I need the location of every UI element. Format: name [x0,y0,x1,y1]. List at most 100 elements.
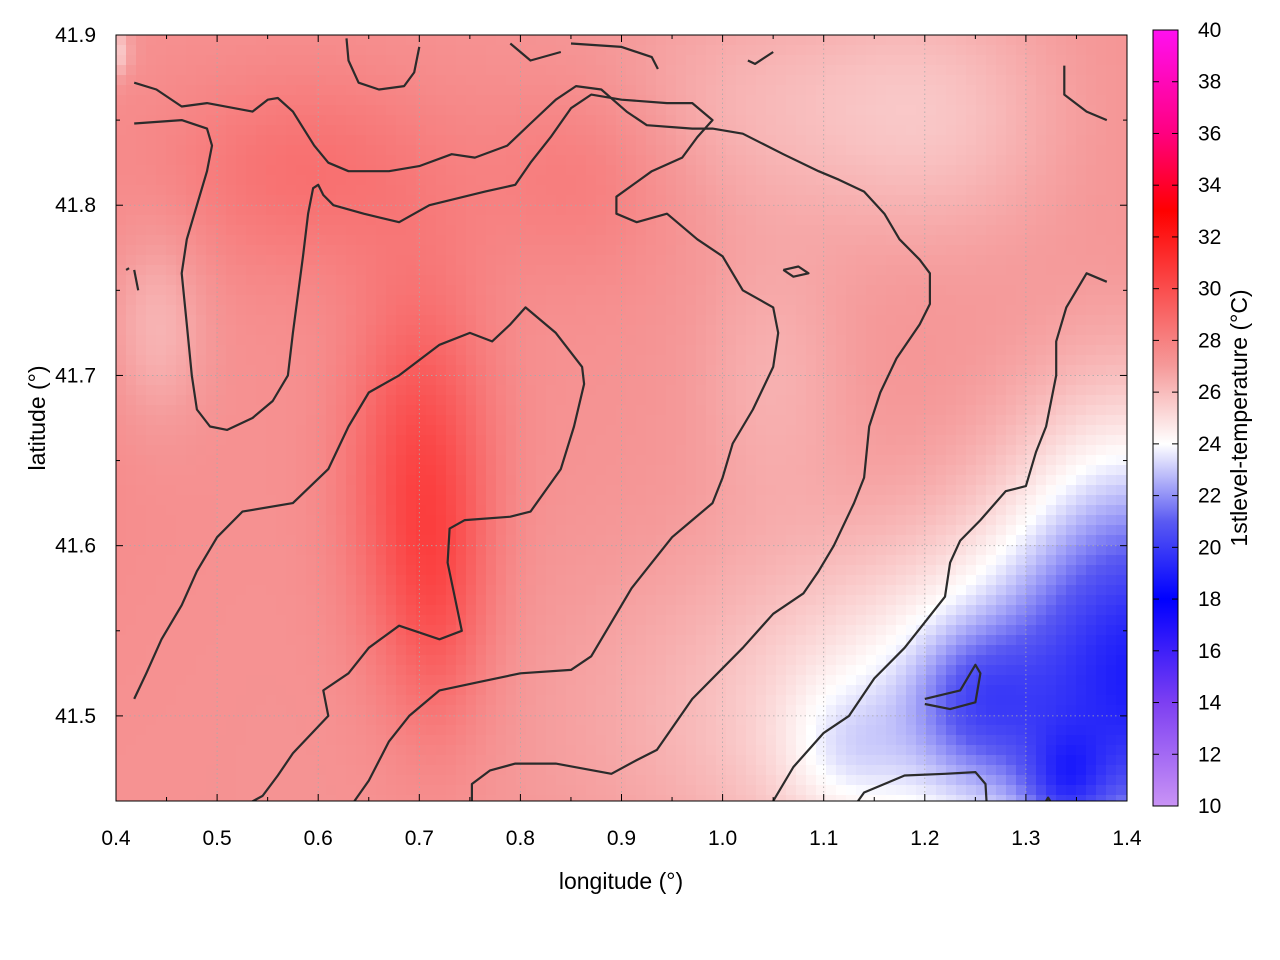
heatmap-cell [226,555,237,566]
heatmap-cell [636,715,647,726]
heatmap-cell [146,555,157,566]
heatmap-cell [536,575,547,586]
heatmap-cell [146,265,157,276]
heatmap-cell [256,735,267,746]
heatmap-cell [526,355,537,366]
heatmap-cell [276,125,287,136]
heatmap-cell [326,255,337,266]
heatmap-cell [726,515,737,526]
heatmap-cell [126,795,137,801]
heatmap-cell [396,375,407,386]
heatmap-cell [706,375,717,386]
heatmap-cell [226,185,237,196]
heatmap-cell [376,635,387,646]
heatmap-cell [536,685,547,696]
heatmap-cell [676,705,687,716]
heatmap-cell [746,215,757,226]
heatmap-cell [496,405,507,416]
heatmap-cell [356,305,367,316]
heatmap-cell [126,205,137,216]
heatmap-cell [616,645,627,656]
heatmap-cell [476,115,487,126]
heatmap-cell [166,755,177,766]
heatmap-cell [686,555,697,566]
heatmap-cell [726,55,737,66]
heatmap-cell [306,785,317,796]
heatmap-cell [256,305,267,316]
heatmap-cell [336,395,347,406]
heatmap-cell [176,215,187,226]
heatmap-cell [166,785,177,796]
heatmap-cell [126,775,137,786]
heatmap-cell [576,285,587,296]
heatmap-cell [526,225,537,236]
heatmap-cell [366,485,377,496]
heatmap-cell [186,105,197,116]
heatmap-cell [126,175,137,186]
heatmap-cell [746,65,757,76]
heatmap-cell [126,615,137,626]
heatmap-cell [446,285,457,296]
heatmap-cell [276,695,287,706]
heatmap-cell [256,125,267,136]
heatmap-cell [416,395,427,406]
heatmap-cell [446,725,457,736]
heatmap-cell [696,205,707,216]
heatmap-cell [396,745,407,756]
heatmap-cell [496,645,507,656]
heatmap-cell [496,725,507,736]
heatmap-cell [646,95,657,106]
heatmap-cell [496,665,507,676]
heatmap-cell [196,255,207,266]
heatmap-cell [426,35,437,46]
heatmap-cell [156,795,167,801]
heatmap-cell [476,275,487,286]
heatmap-cell [326,65,337,76]
heatmap-cell [236,275,247,286]
heatmap-cell [686,285,697,296]
heatmap-cell [596,725,607,736]
heatmap-cell [316,35,327,46]
heatmap-cell [226,45,237,56]
heatmap-cell [196,225,207,236]
heatmap-cell [166,625,177,636]
heatmap-cell [726,395,737,406]
heatmap-cell [626,235,637,246]
heatmap-cell [606,675,617,686]
heatmap-cell [476,45,487,56]
heatmap-cell [586,535,597,546]
heatmap-cell [476,205,487,216]
heatmap-cell [236,425,247,436]
heatmap-cell [396,245,407,256]
heatmap-cell [706,685,717,696]
heatmap-cell [726,775,737,786]
heatmap-cell [386,35,397,46]
heatmap-cell [466,485,477,496]
heatmap-cell [356,425,367,436]
heatmap-cell [606,75,617,86]
heatmap-cell [236,615,247,626]
heatmap-cell [176,165,187,176]
heatmap-cell [356,485,367,496]
heatmap-cell [236,575,247,586]
heatmap-cell [346,705,357,716]
heatmap-cell [596,405,607,416]
heatmap-cell [126,135,137,146]
heatmap-cell [296,725,307,736]
heatmap-cell [666,125,677,136]
heatmap-cell [156,255,167,266]
heatmap-cell [406,705,417,716]
heatmap-cell [736,485,747,496]
heatmap-cell [576,595,587,606]
heatmap-cell [336,235,347,246]
heatmap-cell [176,735,187,746]
heatmap-cell [666,655,677,666]
heatmap-cell [156,765,167,776]
heatmap-cell [196,415,207,426]
heatmap-cell [116,75,127,86]
heatmap-cell [196,245,207,256]
heatmap-cell [516,345,527,356]
heatmap-cell [756,355,767,366]
heatmap-cell [336,575,347,586]
heatmap-cell [756,465,767,476]
